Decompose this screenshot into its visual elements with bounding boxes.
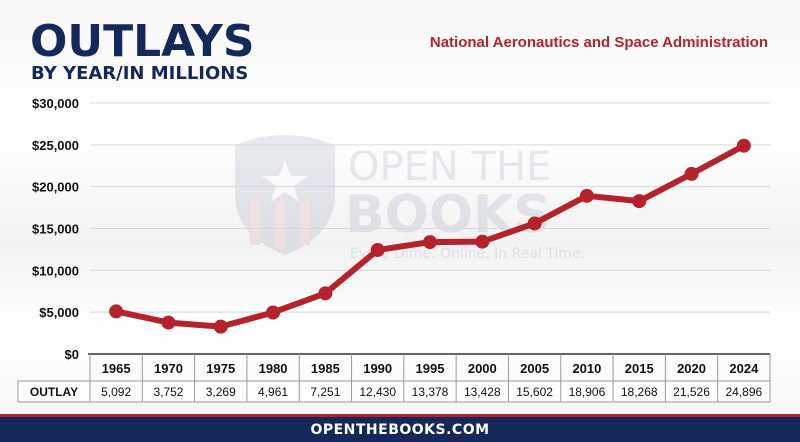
- data-point: [579, 188, 594, 203]
- data-point: [423, 235, 437, 250]
- star-icon: [262, 160, 308, 202]
- data-point: [527, 216, 542, 231]
- table-cell-value: 18,906: [569, 385, 606, 399]
- y-axis: $0 $5,000 $10,000 $15,000 $20,000 $25,000 $30,…: [32, 96, 79, 362]
- x-tick-label: 2010: [572, 361, 601, 376]
- series-line: [109, 138, 751, 334]
- x-tick-label: 2015: [625, 361, 654, 376]
- table-cell-value: 13,378: [412, 385, 449, 399]
- table-row-label: OUTLAY: [30, 385, 78, 399]
- data-point: [632, 194, 647, 209]
- table-cell-value: 15,602: [516, 385, 553, 399]
- x-tick-label: 1970: [154, 361, 183, 376]
- y-tick-label: $25,000: [32, 138, 79, 153]
- table-cell-value: 3,752: [153, 385, 183, 399]
- page-subtitle: BY YEAR/IN MILLIONS: [31, 63, 249, 84]
- watermark-line1: OPEN THE: [348, 144, 551, 190]
- table-cell-value: 12,430: [359, 385, 396, 399]
- table-cell-value: 5,092: [101, 385, 131, 399]
- y-tick-label: $20,000: [32, 180, 79, 195]
- table-cell-value: 3,269: [206, 385, 236, 399]
- x-tick-label: 2020: [677, 361, 706, 376]
- x-tick-label: 1995: [416, 361, 445, 376]
- x-tick-label: 2005: [520, 361, 549, 376]
- shield-icon: [235, 135, 335, 255]
- y-tick-label: $30,000: [32, 96, 79, 111]
- agency-name: National Aeronautics and Space Administr…: [429, 34, 768, 51]
- data-point: [736, 138, 751, 153]
- data-point: [318, 286, 333, 301]
- x-tick-label: 1985: [311, 361, 340, 376]
- footer-stripe: [0, 414, 800, 417]
- data-point: [266, 305, 281, 320]
- x-axis: 1965 1970 1975 1980 1985 1990 1995 2000 2005 2010…: [88, 353, 770, 376]
- watermark-line2: BOOKS: [345, 185, 551, 245]
- table-cell-value: 13,428: [464, 385, 501, 399]
- footer: OPENTHEBOOKS.COM: [0, 417, 800, 442]
- data-table: OUTLAY 5,092 3,752 3,269 4,961 7,251 12,430 13,…: [17, 354, 771, 403]
- table-cell-value: 4,961: [258, 385, 288, 399]
- watermark-tagline: Every Dime. Online. In Real Time.: [350, 246, 585, 262]
- table-cell-value: 21,526: [673, 385, 710, 399]
- table-cell-value: 7,251: [310, 385, 340, 399]
- x-tick-label: 1980: [259, 361, 288, 376]
- footer-site: OPENTHEBOOKS.COM: [310, 421, 490, 438]
- x-tick-label: 1965: [102, 361, 131, 376]
- page-title: OUTLAYS: [30, 16, 255, 67]
- x-tick-label: 2024: [729, 361, 759, 376]
- watermark: OPEN THE BOOKS Every Dime. Online. In Re…: [235, 135, 585, 262]
- y-tick-label: $0: [65, 347, 79, 362]
- y-tick-label: $15,000: [32, 222, 79, 237]
- x-tick-label: 1990: [363, 361, 392, 376]
- x-tick-label: 2000: [468, 361, 497, 376]
- table-cell-value: 24,896: [725, 385, 762, 399]
- y-tick-label: $5,000: [39, 305, 79, 320]
- x-tick-label: 1975: [206, 361, 235, 376]
- y-tick-label: $10,000: [32, 263, 79, 278]
- data-point: [475, 234, 490, 249]
- data-point: [161, 315, 176, 330]
- data-point: [213, 319, 228, 334]
- data-point: [684, 166, 699, 181]
- data-point: [109, 304, 124, 319]
- grid: [90, 102, 770, 313]
- data-point: [370, 243, 385, 258]
- table-cell-value: 18,268: [621, 385, 658, 399]
